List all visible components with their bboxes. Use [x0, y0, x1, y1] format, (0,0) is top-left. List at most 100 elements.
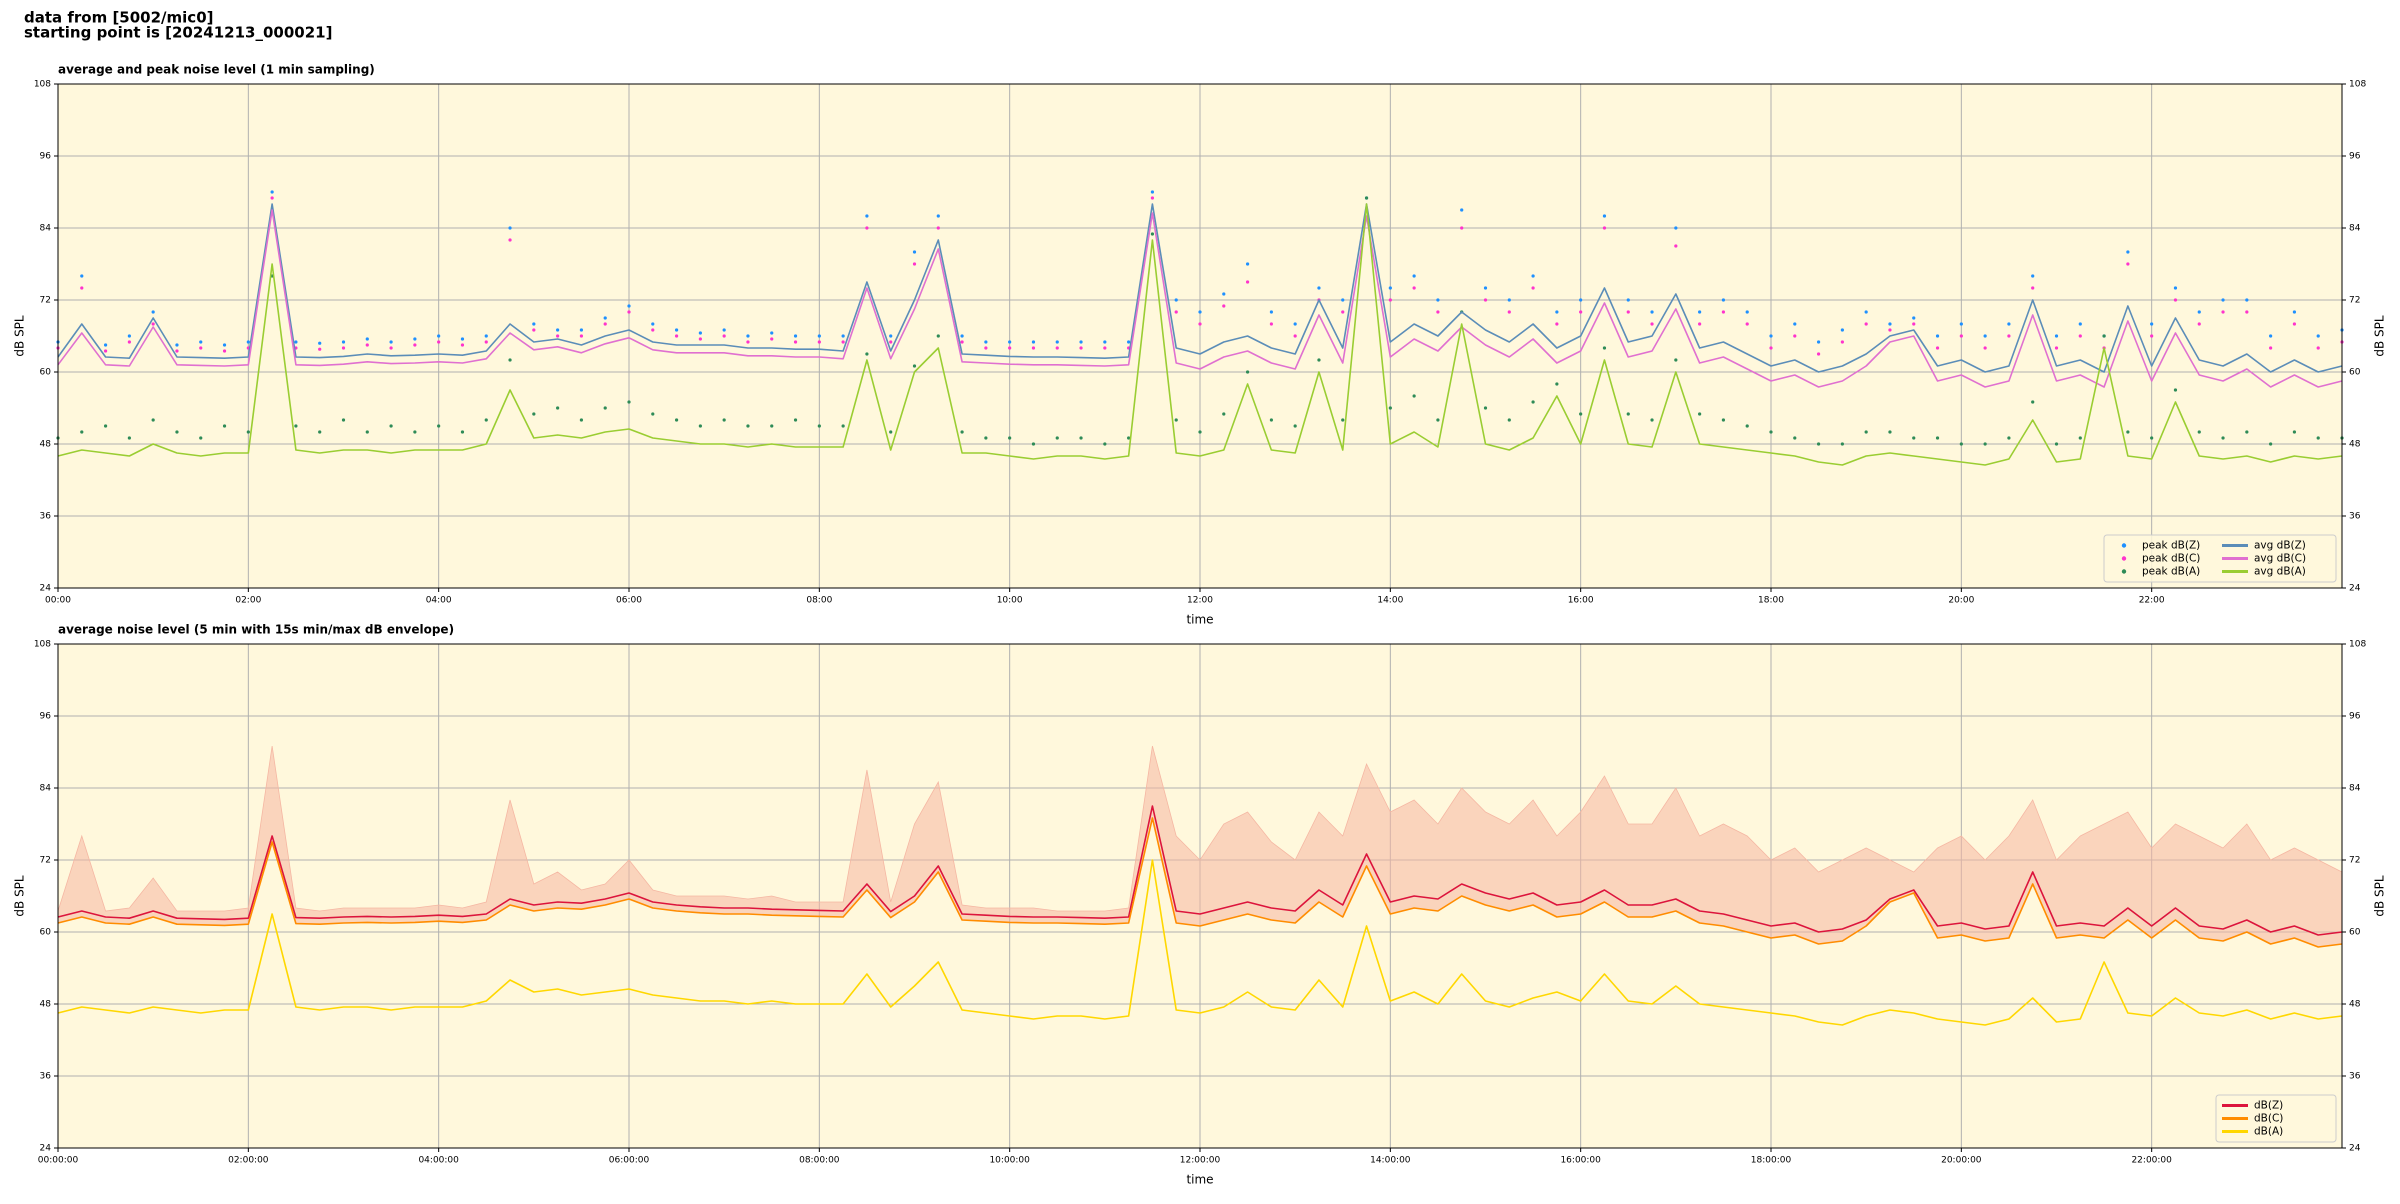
- peak-point: [960, 340, 964, 344]
- peak-point: [722, 328, 726, 332]
- peak-point: [1127, 340, 1131, 344]
- peak-point: [1103, 346, 1107, 350]
- peak-point: [437, 334, 441, 338]
- peak-point: [1698, 322, 1702, 326]
- legend-label: peak dB(C): [2142, 553, 2200, 565]
- peak-point: [413, 337, 417, 341]
- y2-tick-label: 36: [2349, 1072, 2361, 1082]
- peak-point: [651, 328, 655, 332]
- peak-point: [2316, 436, 2320, 440]
- peak-point: [389, 340, 393, 344]
- legend-marker: [2121, 569, 2127, 574]
- peak-point: [532, 328, 536, 332]
- subplot-title: average and peak noise level (1 min samp…: [58, 63, 375, 77]
- peak-point: [579, 418, 584, 422]
- x-tick-label: 12:00:00: [1180, 1156, 1221, 1166]
- peak-point: [1864, 430, 1868, 434]
- peak-point: [841, 334, 845, 338]
- peak-point: [1293, 334, 1297, 338]
- peak-point: [1769, 346, 1773, 350]
- peak-point: [460, 343, 465, 347]
- peak-point: [1222, 292, 1226, 296]
- peak-point: [1698, 412, 1702, 416]
- legend-box: [2103, 534, 2337, 583]
- peak-point: [2316, 334, 2320, 338]
- peak-point: [151, 418, 155, 422]
- peak-point: [1674, 358, 1678, 362]
- peak-point: [1745, 322, 1749, 326]
- y2-tick-label: 48: [2349, 1000, 2361, 1010]
- peak-point: [437, 340, 441, 344]
- peak-point: [270, 190, 274, 194]
- peak-point: [1698, 310, 1702, 314]
- y-axis-label: dB SPL: [13, 315, 27, 357]
- peak-point: [80, 430, 84, 434]
- x-tick-label: 08:00:00: [799, 1156, 840, 1166]
- peak-point: [318, 347, 322, 351]
- y2-tick-label: 96: [2349, 152, 2361, 162]
- peak-point: [936, 226, 940, 230]
- y-tick-label: 36: [40, 1072, 52, 1082]
- peak-point: [1293, 424, 1297, 428]
- peak-point: [2007, 334, 2011, 338]
- peak-point: [1055, 340, 1059, 344]
- peak-point: [1721, 418, 1726, 422]
- legend-label: peak dB(Z): [2142, 540, 2200, 552]
- peak-point: [508, 358, 512, 362]
- legend: peak dB(Z)peak dB(C)peak dB(A)avg dB(Z)a…: [2103, 534, 2337, 583]
- y-tick-label: 96: [40, 712, 52, 722]
- peak-point: [793, 334, 798, 338]
- y2-tick-label: 108: [2349, 640, 2366, 650]
- series-line: [57, 203, 2343, 466]
- x-tick-label: 02:00:00: [228, 1156, 269, 1166]
- peak-point: [889, 430, 893, 434]
- peak-point: [341, 346, 346, 350]
- x-tick-label: 16:00:00: [1560, 1156, 1601, 1166]
- peak-point: [1650, 418, 1654, 422]
- x-tick-label: 22:00: [2139, 596, 2165, 606]
- peak-point: [746, 334, 750, 338]
- plot-frame: [57, 643, 2343, 1149]
- peak-point: [984, 436, 988, 440]
- peak-point: [1864, 322, 1868, 326]
- peak-point: [2173, 388, 2178, 392]
- peak-point: [294, 340, 298, 344]
- peak-point: [651, 412, 655, 416]
- peak-point: [603, 316, 607, 320]
- peak-point: [80, 286, 84, 290]
- peak-point: [793, 340, 798, 344]
- peak-point: [1745, 310, 1749, 314]
- peak-point: [984, 340, 988, 344]
- peak-point: [1127, 436, 1131, 440]
- peak-point: [2031, 274, 2035, 278]
- peak-point: [1626, 310, 1630, 314]
- peak-point: [103, 349, 108, 353]
- peak-point: [1412, 286, 1416, 290]
- peak-point: [437, 424, 441, 428]
- peak-point: [1602, 226, 1607, 230]
- peak-point: [365, 337, 369, 341]
- peak-point: [1341, 418, 1345, 422]
- peak-point: [2245, 430, 2249, 434]
- peak-point: [1364, 196, 1369, 200]
- legend: dB(Z)dB(C)dB(A): [2215, 1094, 2337, 1143]
- peak-point: [175, 430, 179, 434]
- peak-point: [1055, 436, 1059, 440]
- y-tick-label: 96: [40, 152, 52, 162]
- peak-point: [698, 331, 702, 335]
- x-tick-label: 18:00: [1758, 596, 1784, 606]
- peak-point: [1626, 298, 1630, 302]
- peak-point: [1198, 430, 1202, 434]
- peak-point: [651, 322, 655, 326]
- peak-point: [318, 430, 322, 434]
- x-tick-label: 08:00: [806, 596, 832, 606]
- legend-label: dB(C): [2254, 1113, 2283, 1125]
- peak-point: [960, 334, 964, 338]
- peak-point: [80, 274, 84, 278]
- peak-point: [556, 328, 560, 332]
- peak-point: [341, 418, 346, 422]
- series-line: [57, 817, 2343, 948]
- y-tick-label: 60: [40, 928, 52, 938]
- x-tick-label: 14:00: [1377, 596, 1403, 606]
- peak-point: [2078, 322, 2082, 326]
